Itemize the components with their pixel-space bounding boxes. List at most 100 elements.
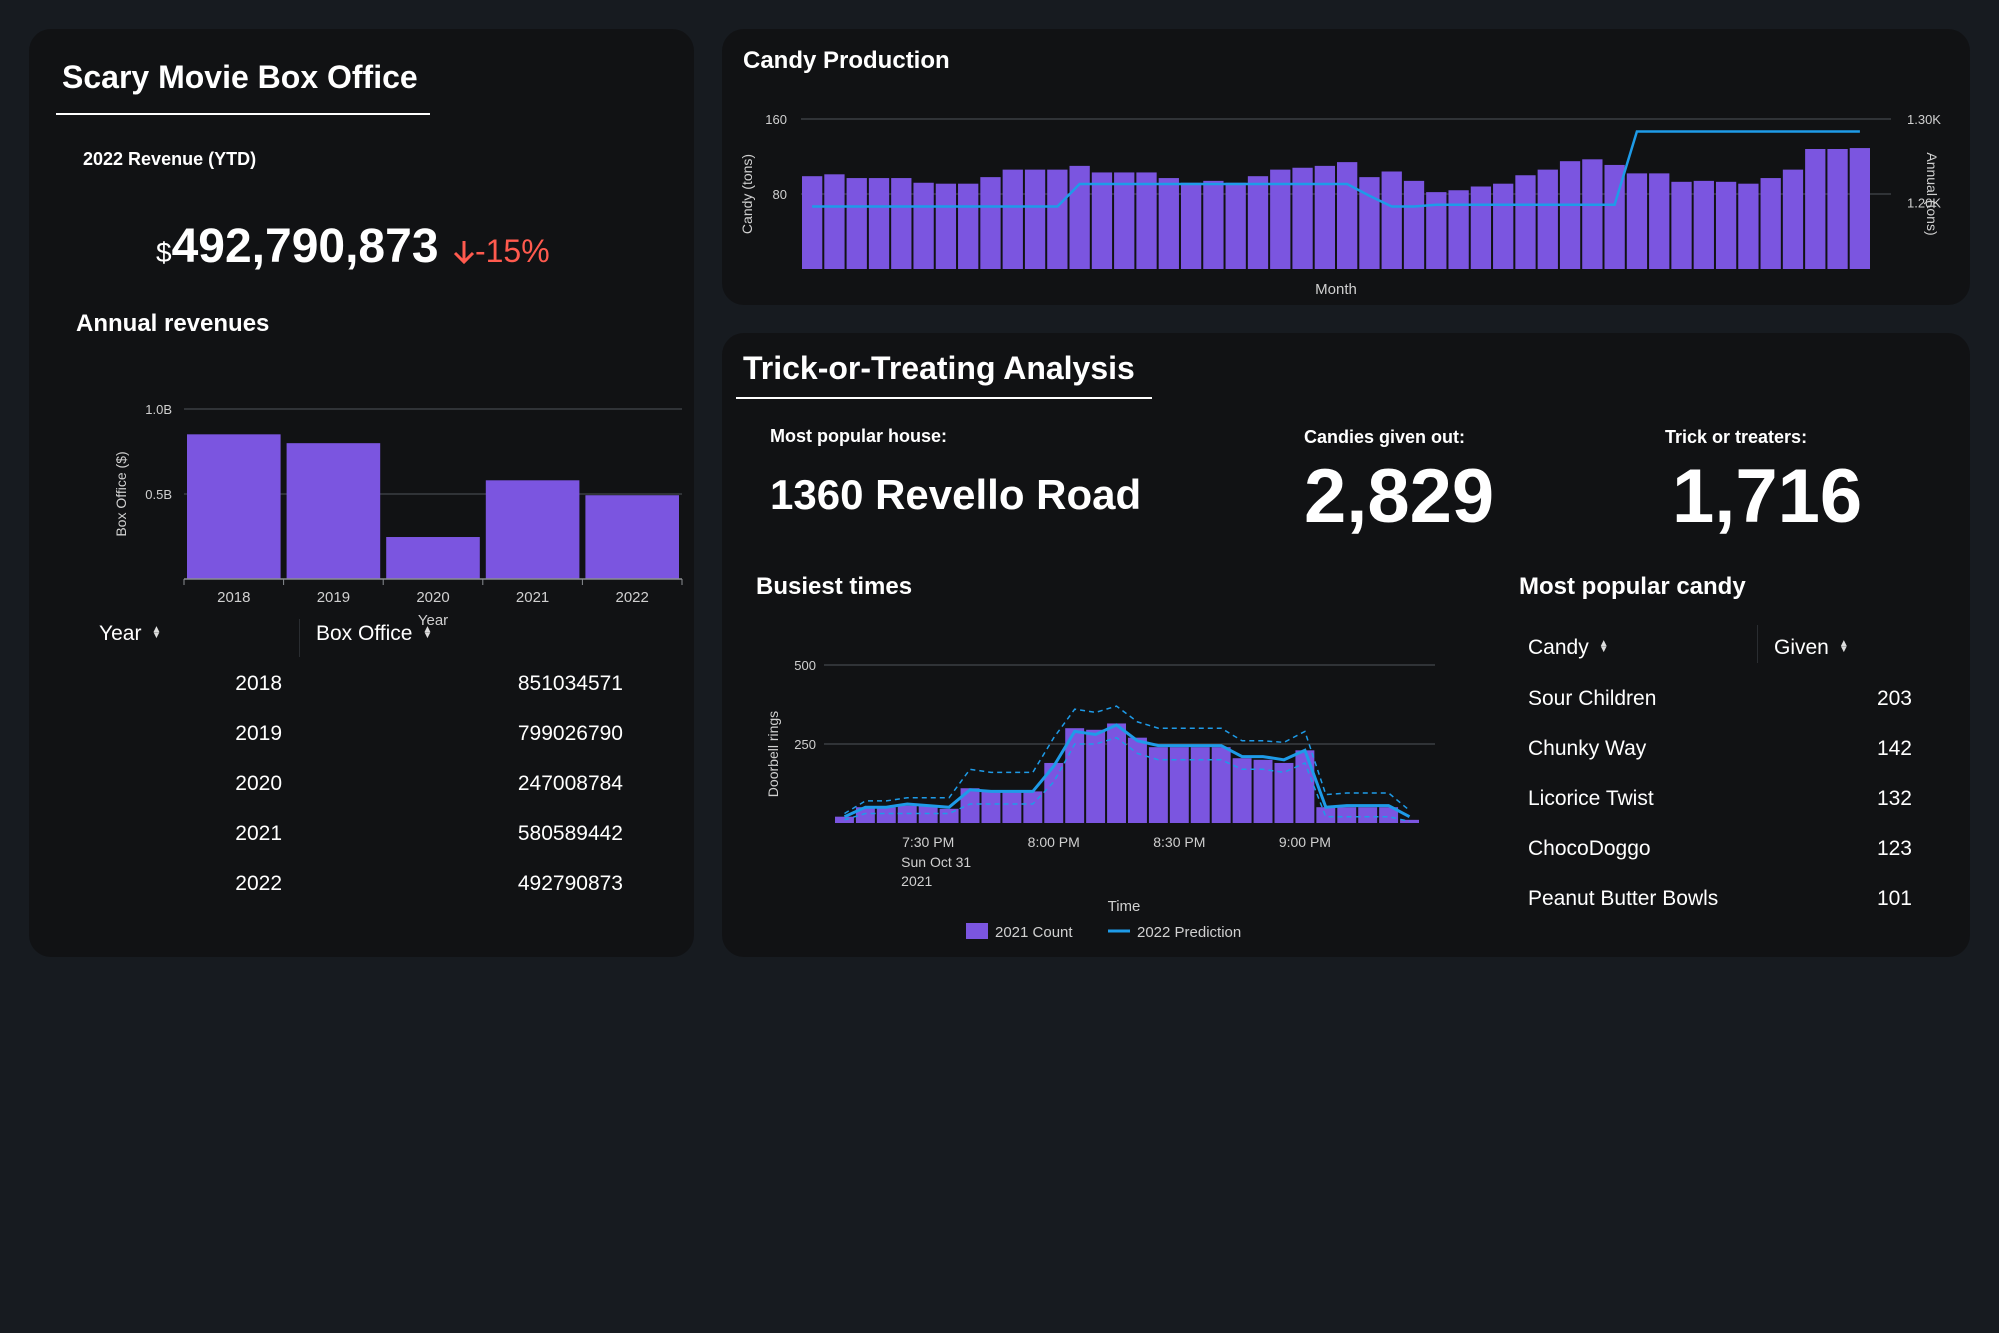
legend-label-prediction: 2022 Prediction [1137, 924, 1241, 941]
table-cell-given: 142 [1876, 737, 1912, 760]
legend-label-count: 2021 Count [995, 924, 1073, 941]
delta-value: -15% [474, 233, 550, 269]
x-axis-label: Year [418, 612, 448, 629]
bar [1537, 169, 1558, 269]
candies-label: Candies given out: [1304, 427, 1466, 447]
column-divider [299, 619, 300, 657]
sort-icon: ▲ ▼ [1598, 638, 1609, 655]
bar [980, 177, 1001, 269]
bar [1225, 182, 1246, 269]
x-tick-label: 8:30 PM [1153, 834, 1205, 850]
year-column-header[interactable]: Year ▲ ▼ [99, 622, 162, 645]
bar [824, 174, 845, 269]
bar [1107, 723, 1126, 823]
bar [897, 805, 917, 823]
bar [1024, 169, 1046, 269]
bar [1114, 172, 1135, 269]
revenue-label: 2022 Revenue (YTD) [83, 149, 257, 169]
bar [1158, 178, 1179, 269]
y-tick-label: 0.5B [145, 487, 172, 502]
y-tick-label: 1.0B [145, 402, 172, 417]
bar [1044, 762, 1064, 823]
bar [1270, 169, 1291, 269]
trick-or-treating-panel: Trick-or-Treating Analysis Most popular … [722, 333, 1970, 957]
candy-column-header[interactable]: Candy ▲ ▼ [1528, 636, 1609, 659]
bar [1190, 747, 1210, 823]
annual-line [812, 130, 1860, 208]
box-office-column-header[interactable]: Box Office ▲ ▼ [316, 622, 433, 645]
bar [1128, 737, 1147, 823]
bar [981, 791, 1001, 823]
bar [1314, 165, 1335, 269]
bar [1292, 167, 1313, 269]
bar [1211, 747, 1231, 823]
bar [891, 178, 912, 269]
bar [1515, 175, 1536, 269]
x-tick-label: 7:30 PM [902, 834, 954, 850]
bar [1381, 171, 1402, 269]
bar [1047, 169, 1068, 269]
y-tick-label: 80 [773, 187, 787, 202]
x-tick-label: 2019 [317, 589, 350, 606]
x-axis-label: Time [1108, 898, 1141, 915]
bar [1626, 173, 1648, 269]
table-cell-box-office: 799026790 [517, 722, 623, 745]
table-cell-box-office: 580589442 [517, 822, 623, 845]
legend-swatch-count [966, 923, 988, 939]
bar [1337, 807, 1357, 823]
revenue-delta: -15% [453, 233, 550, 269]
bar [1782, 169, 1804, 269]
bar [1582, 159, 1603, 269]
table-cell-box-office: 851034571 [517, 672, 623, 695]
y-axis-label: Box Office ($) [113, 451, 129, 536]
bar [1232, 758, 1252, 823]
annual-revenues-title: Annual revenues [76, 310, 270, 337]
x-tick-sublabel: 2021 [901, 873, 932, 889]
bar [1203, 180, 1224, 269]
x-tick-sublabel: Sun Oct 31 [901, 854, 971, 870]
popular-candy-title: Most popular candy [1519, 573, 1746, 600]
x-tick-label: 2021 [516, 589, 549, 606]
x-tick-label: 2018 [217, 589, 250, 606]
bar [1715, 181, 1737, 269]
bar [1274, 762, 1294, 823]
bar [1295, 750, 1315, 823]
candy-production-panel: Candy Production 80 160 1.20K 1.30K Month Can… [722, 29, 1970, 305]
table-cell-candy: Peanut Butter Bowls [1528, 887, 1719, 910]
table-cell-year: 2020 [235, 772, 282, 795]
bar [802, 176, 823, 269]
prediction-line [843, 723, 1411, 819]
prediction-lower-bound [844, 736, 1410, 823]
sort-icon: ▲ ▼ [151, 624, 162, 641]
candy-production-title: Candy Production [743, 47, 950, 74]
table-cell-year: 2018 [235, 672, 282, 695]
x-tick-label: 2022 [616, 589, 649, 606]
title-underline [736, 397, 1152, 399]
bar [1379, 807, 1399, 823]
x-tick-label: 8:00 PM [1028, 834, 1080, 850]
house-value: 1360 Revello Road [770, 471, 1142, 518]
given-column-header[interactable]: Given ▲ ▼ [1774, 636, 1849, 659]
bar [868, 178, 890, 269]
bar [1849, 148, 1870, 269]
bar [1023, 791, 1043, 823]
table-cell-year: 2019 [235, 722, 282, 745]
candy-production-chart: 80 160 1.20K 1.30K Month Candy (tons) Annual (… [739, 112, 1941, 298]
table-cell-box-office: 247008784 [517, 772, 623, 795]
revenue-value: 492,790,873 [171, 220, 439, 273]
bar [1805, 149, 1826, 269]
bar [939, 808, 959, 823]
table-cell-given: 203 [1876, 687, 1912, 710]
x-axis-label: Month [1315, 281, 1357, 298]
bar [585, 495, 679, 579]
table-cell-given: 132 [1876, 787, 1912, 810]
bar [386, 537, 480, 579]
bar [1358, 807, 1378, 823]
bar [876, 807, 896, 823]
bar [1827, 149, 1848, 269]
y-axis-label: Candy (tons) [739, 154, 755, 234]
bar [1426, 192, 1447, 269]
bar [286, 443, 381, 579]
y-tick-label: 160 [765, 112, 787, 127]
bar [1247, 176, 1269, 269]
